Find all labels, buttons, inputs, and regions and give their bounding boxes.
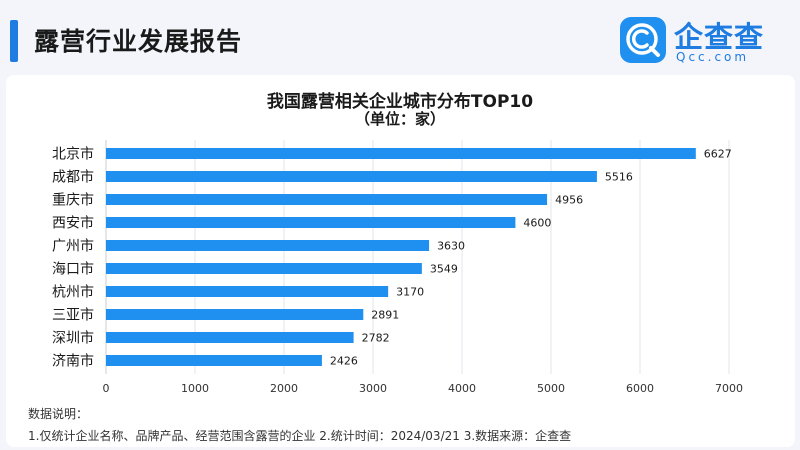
category-label: 杭州市 [52, 284, 94, 301]
chart-subtitle: （单位：家） [354, 110, 445, 128]
bar [106, 309, 364, 320]
category-label: 三亚市 [52, 307, 94, 324]
bar [106, 194, 548, 205]
category-label: 西安市 [52, 215, 94, 232]
data-label: 4600 [523, 217, 551, 230]
bar [106, 332, 354, 343]
bar [106, 240, 430, 251]
report-title: 露营行业发展报告 [34, 27, 243, 56]
bar [106, 286, 389, 297]
category-label: 重庆市 [52, 192, 94, 209]
bar [106, 355, 322, 366]
header-accent-bar [10, 20, 18, 62]
x-tick-label: 0 [103, 382, 110, 395]
data-label: 2782 [362, 332, 390, 345]
notes-heading: 数据说明： [28, 407, 89, 421]
qcc-logo-icon [620, 17, 666, 63]
data-label: 6627 [704, 148, 732, 161]
chart-title: 我国露营相关企业城市分布TOP10 [266, 92, 534, 112]
x-tick-label: 6000 [626, 382, 654, 395]
bar-chart: 0 1000 2000 3000 4000 5000 6000 7000 北京市 6627 成都市 5… [52, 140, 743, 395]
bar [106, 148, 696, 159]
bar [106, 217, 516, 228]
x-tick-label: 5000 [537, 382, 565, 395]
x-tick-label: 1000 [181, 382, 209, 395]
notes-body: 1.仅统计企业名称、品牌产品、经营范围含露营的企业 2.统计时间：2024/03… [28, 429, 572, 443]
category-label: 深圳市 [52, 330, 94, 347]
category-label: 北京市 [52, 146, 94, 163]
category-label: 济南市 [52, 353, 94, 370]
brand-domain: Qcc.com [676, 50, 750, 64]
data-label: 2426 [330, 355, 358, 368]
data-label: 3630 [437, 240, 465, 253]
brand-logo: 企查查 Qcc.com [620, 17, 790, 65]
data-label: 3170 [396, 286, 424, 299]
brand-name: 企查查 [674, 20, 765, 54]
bar [106, 263, 422, 274]
data-label: 4956 [555, 194, 583, 207]
x-tick-label: 3000 [359, 382, 387, 395]
x-tick-label: 7000 [715, 382, 743, 395]
category-label: 广州市 [52, 238, 94, 255]
x-tick-label: 4000 [448, 382, 476, 395]
chart-card [6, 75, 795, 447]
data-label: 3549 [430, 263, 458, 276]
data-label: 5516 [605, 171, 633, 184]
category-label: 海口市 [52, 261, 94, 278]
x-tick-label: 2000 [270, 382, 298, 395]
bar [106, 171, 597, 182]
category-label: 成都市 [52, 169, 94, 186]
data-label: 2891 [371, 309, 399, 322]
